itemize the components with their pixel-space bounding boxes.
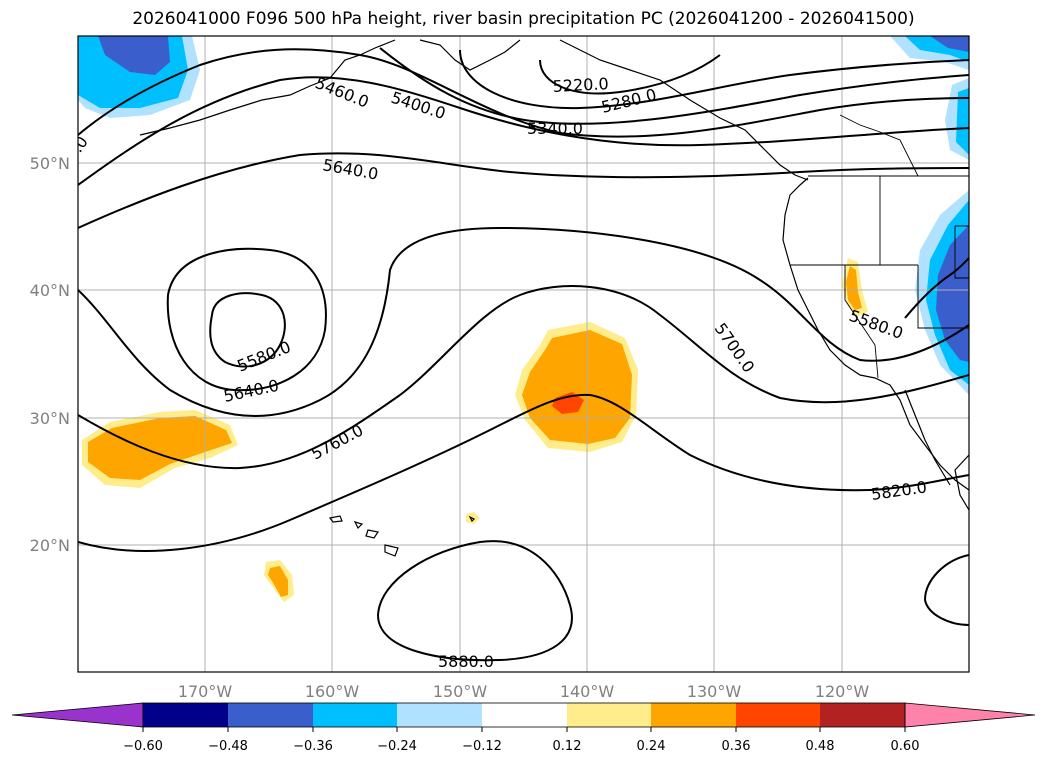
- contour-label: 5340.0: [527, 119, 583, 138]
- graticule: [78, 36, 969, 672]
- borders: [790, 114, 969, 379]
- map-plot-area: 5220.0 5280.0 5340.0 5400.0 5460.0 5640.…: [78, 36, 969, 672]
- colorbar-tick: 0.12: [553, 739, 582, 754]
- colorbar-tick: −0.24: [377, 739, 417, 754]
- colorbar-tick: −0.12: [462, 739, 502, 754]
- colorbar-bin: [567, 703, 651, 727]
- colorbar-bin: [313, 703, 397, 727]
- lat-label: 40°N: [30, 281, 70, 300]
- colorbar-bin: [228, 703, 313, 727]
- colorbar-bin: [651, 703, 736, 727]
- colorbar-bin: [736, 703, 820, 727]
- latitude-labels: 50°N 40°N 30°N 20°N: [30, 154, 70, 555]
- colorbar-bin: [482, 703, 567, 727]
- lat-label: 50°N: [30, 154, 70, 173]
- colorbar-bin: [143, 703, 228, 727]
- colorbar-extend-high: [904, 702, 1036, 728]
- colorbar-tick: 0.48: [806, 739, 835, 754]
- lon-label: 150°W: [433, 682, 488, 701]
- lat-label: 20°N: [30, 536, 70, 555]
- colorbar-tick: 0.60: [891, 739, 920, 754]
- lon-label: 130°W: [687, 682, 742, 701]
- lon-label: 120°W: [815, 682, 870, 701]
- colorbar-tick: −0.48: [208, 739, 248, 754]
- colorbar-tick: −0.36: [293, 739, 333, 754]
- colorbar-tick: 0.36: [722, 739, 751, 754]
- contour-label: 5880.0: [438, 652, 494, 671]
- lat-label: 30°N: [30, 409, 70, 428]
- colorbar-tick: −0.60: [123, 739, 163, 754]
- height-contours: [78, 47, 969, 662]
- positive-precip-shading: [82, 258, 868, 602]
- colorbar-tick: 0.24: [637, 739, 666, 754]
- map-frame: [77, 35, 970, 673]
- lon-label: 170°W: [178, 682, 233, 701]
- coastlines: [139, 39, 969, 511]
- colorbar-extend-low: [11, 702, 144, 728]
- longitude-labels: 170°W 160°W 150°W 140°W 130°W 120°W: [178, 682, 870, 701]
- islands: [328, 515, 476, 557]
- contour-label: 5220.0: [552, 74, 609, 96]
- map-title: 2026041000 F096 500 hPa height, river ba…: [132, 9, 915, 29]
- lon-label: 140°W: [560, 682, 615, 701]
- colorbar: −0.60 −0.48 −0.36 −0.24 −0.12 0.12 0.24 …: [11, 702, 1036, 754]
- lon-label: 160°W: [305, 682, 360, 701]
- colorbar-bin: [820, 703, 905, 727]
- colorbar-bin: [397, 703, 482, 727]
